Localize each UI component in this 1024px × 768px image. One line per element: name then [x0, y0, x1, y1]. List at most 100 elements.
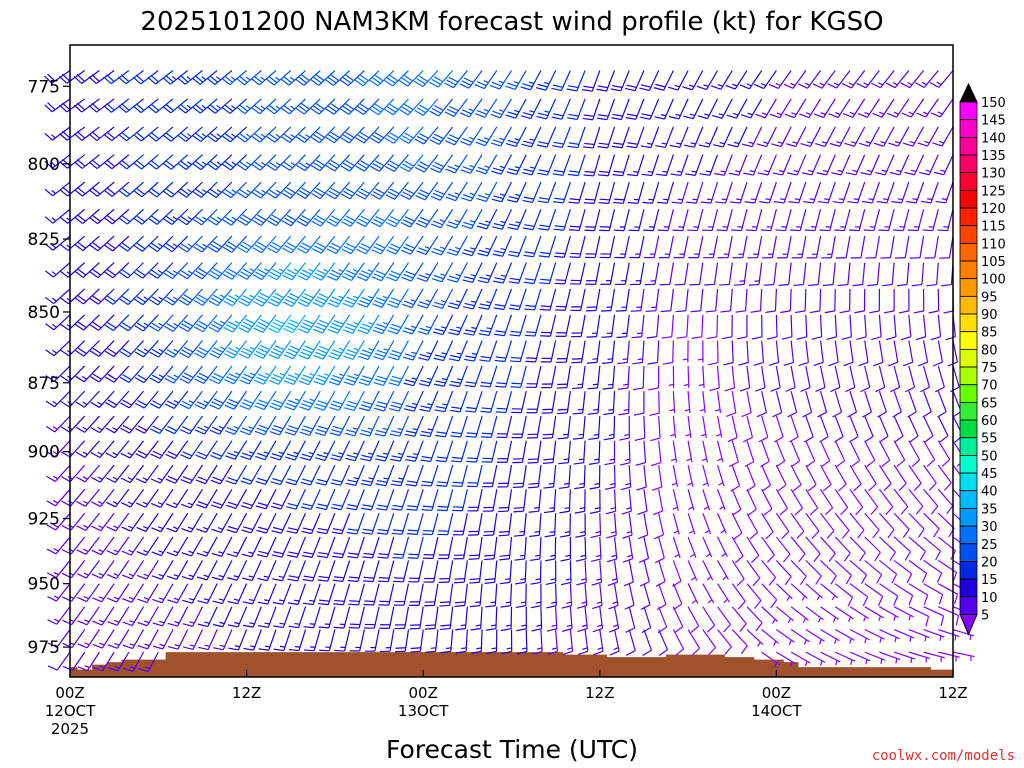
wind-barb [911, 262, 925, 287]
wind-barb [820, 536, 836, 562]
wind-barb [104, 288, 130, 305]
wind-barb [790, 440, 801, 468]
wind-barb [668, 365, 675, 388]
wind-barb [879, 606, 899, 621]
wind-barb [761, 583, 778, 609]
wind-barb [793, 262, 807, 287]
wind-barb [790, 209, 807, 232]
wind-barb [586, 340, 601, 364]
wind-barb [120, 415, 145, 434]
wind-barb [373, 365, 395, 387]
wind-barb [898, 288, 910, 314]
wind-barb [532, 629, 543, 655]
wind-barb [370, 181, 395, 200]
wind-barb [586, 314, 601, 338]
wind-barb [312, 262, 336, 281]
wind-barb [804, 209, 822, 232]
wind-barb [495, 365, 513, 388]
wind-barb [672, 583, 683, 611]
wind-barb [849, 464, 862, 492]
wind-barb [923, 651, 945, 663]
wind-barb [516, 629, 528, 655]
wind-barb [600, 288, 616, 312]
wind-barb [163, 288, 189, 306]
wind-barb [787, 154, 807, 176]
wind-barb [211, 536, 233, 557]
wind-barb [731, 512, 743, 540]
wind-barb [597, 126, 616, 149]
wind-barb [283, 340, 306, 360]
colorbar-label: 135 [981, 149, 1006, 164]
wind-barb [119, 314, 145, 332]
wind-barb [237, 235, 262, 254]
wind-barb [821, 235, 836, 259]
wind-barb [295, 70, 321, 86]
y-axis: 775 800 825 850 875 900 925 950 975 [28, 77, 70, 658]
wind-barb [500, 606, 513, 632]
wind-barb [415, 181, 439, 201]
wind-barb [731, 536, 744, 564]
wind-barb [362, 536, 380, 559]
wind-barb [702, 606, 716, 633]
wind-barb [106, 512, 130, 532]
wind-barb [310, 126, 336, 144]
wind-barb [567, 98, 586, 121]
wind-barb [316, 489, 336, 511]
wind-barb [210, 440, 233, 460]
wind-barb [45, 288, 71, 305]
wind-barb [699, 154, 719, 176]
wind-barb [717, 560, 729, 581]
wind-barb [849, 583, 869, 607]
wind-barb [914, 70, 939, 88]
wind-barb [74, 235, 100, 252]
wind-barb [239, 365, 262, 385]
wind-barb [430, 154, 454, 174]
wind-barb [105, 365, 130, 383]
wind-barb [75, 340, 100, 357]
colorbar-segment [959, 543, 978, 562]
wind-barb [609, 629, 620, 656]
wind-barb [237, 208, 262, 226]
wind-barb [385, 154, 409, 172]
wind-barb [923, 415, 934, 443]
wind-barb [542, 415, 557, 439]
wind-barb [387, 288, 409, 309]
wind-barb [761, 536, 775, 563]
wind-barb [281, 208, 306, 227]
wind-barb [492, 209, 513, 230]
wind-barb [945, 314, 957, 341]
wind-barb [515, 583, 527, 609]
wind-barb [598, 181, 616, 204]
wind-barb [167, 629, 189, 650]
colorbar: 1501451401351301251201151101051009590858… [959, 82, 1006, 636]
wind-barb [284, 415, 306, 436]
wind-barb [462, 262, 483, 284]
wind-barb [375, 440, 395, 462]
wind-barb [915, 314, 927, 341]
wind-barb [618, 391, 630, 416]
wind-barb [908, 415, 919, 443]
wind-barb [523, 235, 542, 258]
wind-barb [672, 629, 685, 656]
wind-barb [601, 340, 616, 364]
wind-barb [452, 513, 468, 536]
wind-barb [92, 606, 115, 626]
wind-barb [588, 416, 601, 441]
wind-barb [431, 235, 454, 256]
wind-barb [120, 440, 145, 459]
wind-barb [209, 415, 233, 435]
wind-barb [118, 181, 144, 198]
wind-barb [280, 98, 306, 115]
wind-barb [560, 560, 572, 586]
wind-barb [325, 98, 351, 115]
wind-barb [197, 583, 218, 604]
wind-barb [167, 606, 189, 627]
wind-barb [570, 314, 586, 338]
wind-barb [605, 489, 617, 515]
wind-barb [287, 583, 307, 605]
wind-barb [347, 560, 365, 583]
wind-barb [121, 560, 145, 580]
wind-barb [266, 126, 292, 143]
wind-barb [194, 415, 218, 435]
wind-barb [778, 262, 792, 286]
